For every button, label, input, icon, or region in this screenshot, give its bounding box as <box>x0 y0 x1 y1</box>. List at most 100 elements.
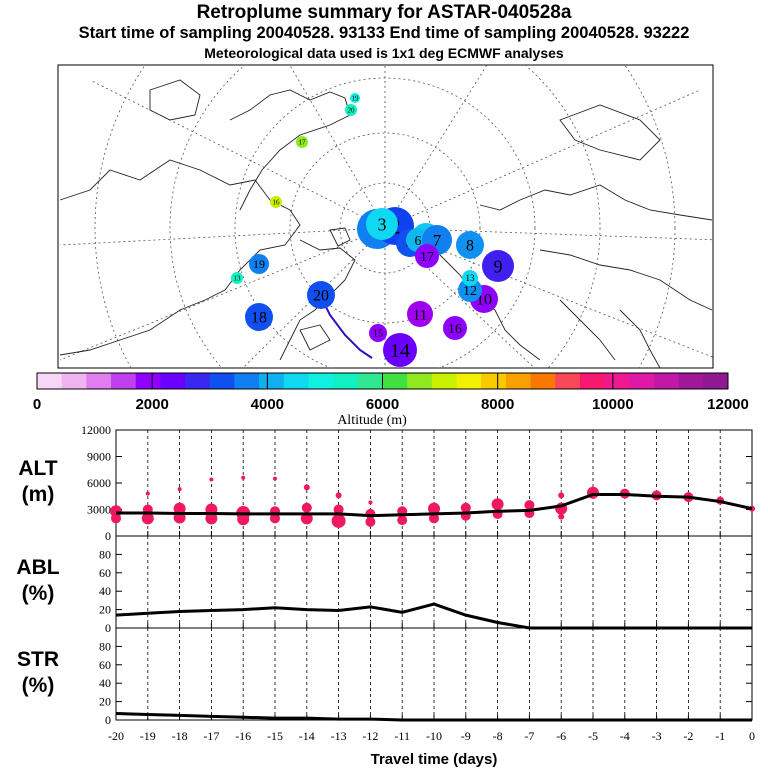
x-tick-label: -11 <box>394 729 410 743</box>
altitude-dot <box>333 504 344 515</box>
colorbar-cell <box>209 373 235 389</box>
x-tick-label: -16 <box>235 729 251 743</box>
altitude-colorbar: 0 2000 4000 6000 8000 10000 12000 Altitude (m) <box>33 372 749 428</box>
altitude-dot <box>111 513 121 524</box>
y-tick-label: 60 <box>99 566 111 580</box>
colorbar-cell <box>530 373 556 389</box>
map-point-marker <box>231 272 243 284</box>
panel-ylabel-unit: (m) <box>22 483 55 506</box>
map-point-marker <box>345 104 357 116</box>
map-point: 19 <box>249 254 269 274</box>
altitude-dot <box>491 498 504 511</box>
colorbar-cell <box>61 373 87 389</box>
map-point-label: 19 <box>352 94 360 102</box>
map-point-label: 14 <box>390 340 410 362</box>
colorbar-cell <box>579 373 606 389</box>
x-tick-label: -13 <box>331 729 347 743</box>
altitude-dot <box>558 513 565 520</box>
colorbar-cell <box>135 373 161 389</box>
map-point: 13 <box>462 270 478 286</box>
map-point-label: 8 <box>466 238 474 255</box>
colorbar-cell <box>111 373 137 389</box>
sampling-times: Start time of sampling 20040528. 93133 E… <box>78 24 690 42</box>
altitude-dot <box>205 512 218 525</box>
map-point-marker <box>296 136 308 148</box>
map-point-marker <box>407 301 433 327</box>
altitude-dot <box>241 475 246 480</box>
colorbar-tick-label: 10000 <box>592 396 634 413</box>
x-tick-label: -14 <box>299 729 315 743</box>
altitude-dot <box>524 500 535 511</box>
colorbar-cell <box>629 373 655 389</box>
colorbar-cell <box>308 373 334 389</box>
map-point-marker <box>350 93 360 103</box>
map-point-marker <box>462 270 478 286</box>
x-tick-label: -8 <box>493 729 503 743</box>
colorbar-tick-label: 2000 <box>135 396 168 413</box>
x-tick-label: -18 <box>172 729 188 743</box>
altitude-dot <box>301 502 312 513</box>
map-point-marker <box>383 333 417 367</box>
colorbar-cell <box>259 373 285 389</box>
map-point: 19 <box>350 93 360 103</box>
altitude-dot <box>429 513 439 524</box>
colorbar-cell <box>37 373 63 389</box>
colorbar-cell <box>703 373 729 389</box>
x-axis-label: Travel time (days) <box>371 751 498 768</box>
map-point: 11 <box>407 301 433 327</box>
y-tick-label: 6000 <box>87 476 111 490</box>
map-grid: 1234567891011121314151617181920131617201… <box>59 65 713 368</box>
colorbar-cell <box>456 373 482 389</box>
map-point: 18 <box>245 303 273 331</box>
panel-ylabel: STR <box>17 648 59 671</box>
map-point-label: 15 <box>373 329 383 340</box>
colorbar-cell <box>185 373 211 389</box>
altitude-dot <box>558 492 565 499</box>
altitude-dot <box>331 513 346 528</box>
map-point: 16 <box>270 196 282 208</box>
map-point-label: 18 <box>251 310 267 327</box>
chart-title: Retroplume summary for ASTAR-040528a <box>196 2 572 23</box>
altitude-dot <box>365 516 376 527</box>
y-tick-label: 80 <box>99 639 111 653</box>
x-tick-label: -17 <box>203 729 219 743</box>
colorbar-cell <box>505 373 532 389</box>
x-tick-label: -7 <box>524 729 534 743</box>
panel-ylabel-unit: (%) <box>22 582 55 605</box>
y-tick-label: 80 <box>99 547 111 561</box>
x-tick-label: -15 <box>267 729 283 743</box>
altitude-dot <box>270 513 280 524</box>
y-tick-label: 20 <box>99 603 111 617</box>
map-point-label: 20 <box>348 106 356 114</box>
altitude-dot <box>273 476 277 481</box>
map-point-marker <box>366 208 398 240</box>
map-point-label: 9 <box>494 256 503 276</box>
y-tick-label: 0 <box>105 713 111 727</box>
colorbar-cell <box>160 373 186 389</box>
x-tick-label: -6 <box>556 729 566 743</box>
x-tick-label: -9 <box>461 729 471 743</box>
colorbar-cell <box>86 373 112 389</box>
series-line <box>115 712 752 722</box>
x-tick-label: -19 <box>140 729 156 743</box>
map-point: 17 <box>415 244 439 268</box>
colorbar-cell <box>357 373 383 389</box>
map-point-label: 16 <box>448 322 462 337</box>
colorbar-cell <box>555 373 581 389</box>
y-tick-label: 12000 <box>81 423 111 437</box>
map-point: 8 <box>456 231 484 259</box>
altitude-dot <box>177 487 182 492</box>
y-tick-label: 9000 <box>87 450 111 464</box>
map-point-label: 3 <box>378 214 387 234</box>
map-point: 3 <box>366 208 398 240</box>
colorbar-label: Altitude (m) <box>337 413 407 428</box>
altitude-dot <box>428 502 440 515</box>
altitude-dot <box>303 484 310 491</box>
y-tick-label: 60 <box>99 658 111 672</box>
colorbar-tick-label: 0 <box>33 396 41 413</box>
altitude-dot <box>368 500 373 505</box>
map-point-marker <box>369 324 387 342</box>
meteorological-data-note: Meteorological data used is 1x1 deg ECMW… <box>204 45 564 61</box>
